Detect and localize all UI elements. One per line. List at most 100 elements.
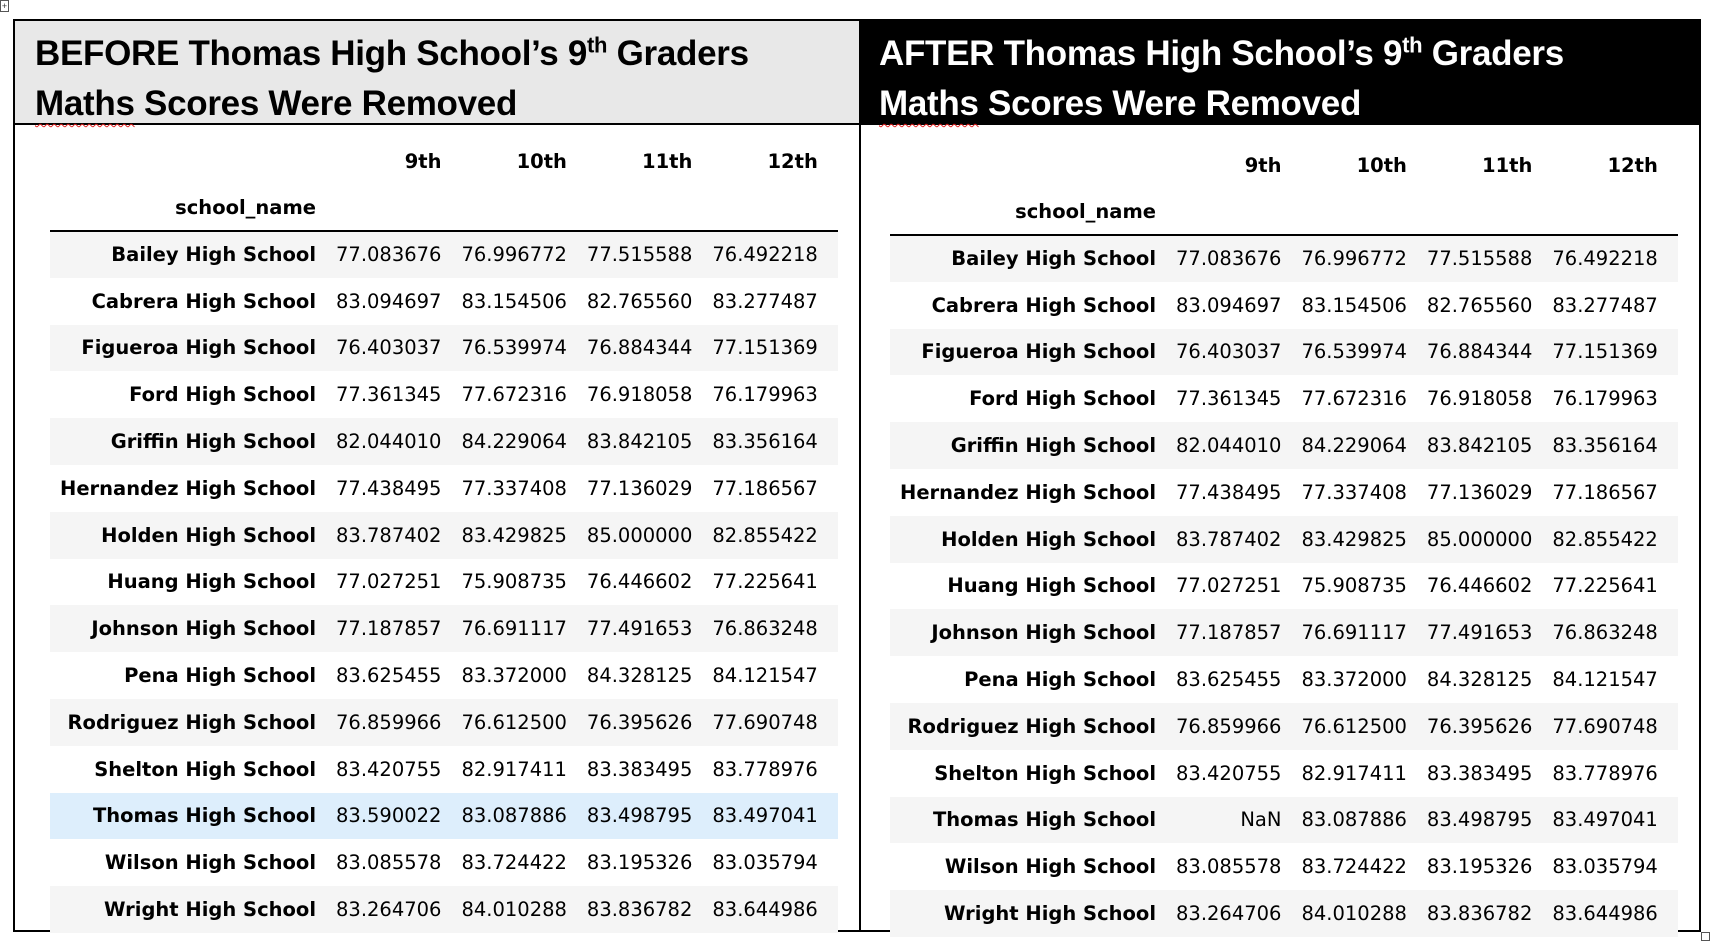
- score-cell-11th: 84.328125: [1426, 668, 1533, 692]
- score-cell-9th: 77.083676: [1176, 247, 1282, 271]
- column-header-12th: 12th: [1607, 153, 1658, 177]
- score-cell-10th: 83.087886: [461, 804, 567, 828]
- score-cell-11th: 76.395626: [586, 710, 693, 734]
- row-school-name: Wilson High School: [944, 855, 1157, 879]
- row-school-name: Wright High School: [944, 902, 1157, 926]
- table-row: Huang High School 77.027251 75.908735 76.44…: [890, 563, 1678, 610]
- score-cell-10th: 76.539974: [461, 336, 567, 360]
- score-cell-10th: 83.087886: [1301, 808, 1407, 832]
- table-row: Bailey High School 77.083676 76.996772 77.5…: [50, 231, 838, 278]
- score-cell-9th: 83.264706: [1176, 902, 1282, 926]
- table-row: Griffin High School 82.044010 84.229064 83.…: [50, 418, 838, 465]
- row-school-name: Hernandez High School: [900, 480, 1157, 504]
- after-panel: AFTER Thomas High School’s 9th Graders M…: [861, 21, 1699, 937]
- score-cell-9th: 77.187857: [1176, 621, 1282, 645]
- score-cell-9th: 83.085578: [336, 851, 442, 875]
- table-row: Griffin High School 82.044010 84.229064 83.…: [890, 422, 1678, 469]
- row-school-name: Pena High School: [124, 664, 317, 688]
- after-title-text-end: Graders: [1422, 34, 1564, 73]
- table-row: Figueroa High School 76.403037 76.539974 76…: [890, 328, 1678, 376]
- table-row: Johnson High School 77.187857 76.691117 77.…: [50, 605, 838, 653]
- score-cell-10th: 75.908735: [1301, 574, 1407, 598]
- score-cell-10th: 84.229064: [461, 430, 567, 454]
- column-header-9th: 9th: [404, 149, 442, 173]
- score-cell-12th: 83.778976: [712, 757, 818, 781]
- score-cell-10th: 76.612500: [461, 710, 567, 734]
- row-school-name: Huang High School: [947, 574, 1157, 598]
- move-handle-icon[interactable]: +: [0, 0, 9, 12]
- score-cell-11th: 77.515588: [1426, 247, 1533, 271]
- table-row: Pena High School 83.625455 83.372000 84.328…: [890, 656, 1678, 703]
- score-cell-11th: 83.195326: [1426, 855, 1533, 879]
- row-school-name: Hernandez High School: [60, 476, 317, 500]
- header-blank: [50, 138, 336, 184]
- score-cell-9th: 77.438495: [1176, 480, 1282, 504]
- table-row: Hernandez High School 77.438495 77.337408 7…: [50, 465, 838, 512]
- resize-handle-icon[interactable]: [1701, 932, 1710, 941]
- after-scores-table: 9th 10th 11th 12th school_name Bailey Hi…: [890, 142, 1678, 937]
- row-school-name: Griffin High School: [950, 434, 1157, 458]
- score-cell-10th: 77.672316: [1301, 387, 1407, 411]
- row-school-name: Shelton High School: [934, 761, 1157, 785]
- row-school-name: Figueroa High School: [81, 336, 317, 360]
- score-cell-12th: 77.151369: [1552, 340, 1658, 364]
- table-row: Shelton High School 83.420755 82.917411 83.…: [50, 746, 838, 793]
- table-row: Cabrera High School 83.094697 83.154506 82.…: [50, 278, 838, 325]
- score-cell-11th: 83.836782: [586, 898, 693, 922]
- score-cell-11th: 83.383495: [586, 757, 693, 781]
- table-row: Thomas High School 83.590022 83.087886 83.4…: [50, 792, 838, 840]
- score-cell-10th: 77.337408: [1301, 480, 1407, 504]
- score-cell-11th: 82.765560: [586, 289, 693, 313]
- table-row: Wilson High School 83.085578 83.724422 83.1…: [890, 843, 1678, 890]
- score-cell-10th: 83.154506: [461, 289, 567, 313]
- score-cell-10th: 76.691117: [1301, 621, 1407, 645]
- row-school-name: Ford High School: [969, 387, 1157, 411]
- index-name-header: school_name: [890, 188, 1177, 236]
- row-school-name: Thomas High School: [932, 808, 1157, 832]
- score-cell-9th: 77.187857: [336, 617, 442, 641]
- table-row: Johnson High School 77.187857 76.691117 77.…: [890, 609, 1678, 657]
- row-school-name: Shelton High School: [94, 757, 317, 781]
- before-scores-table: 9th 10th 11th 12th school_name Bailey Hi…: [50, 138, 838, 933]
- table-row: Figueroa High School 76.403037 76.539974 76…: [50, 324, 838, 372]
- row-school-name: Thomas High School: [92, 804, 317, 828]
- score-cell-11th: 85.000000: [1426, 527, 1533, 551]
- table-row: Thomas High School NaN 83.087886 83.498795 8…: [890, 796, 1678, 844]
- score-cell-9th: 83.590022: [336, 804, 442, 828]
- score-cell-9th: 77.083676: [336, 243, 442, 267]
- row-school-name: Figueroa High School: [921, 340, 1157, 364]
- score-cell-10th: 83.724422: [461, 851, 567, 875]
- score-cell-10th: 83.724422: [1301, 855, 1407, 879]
- score-cell-10th: 76.996772: [461, 243, 567, 267]
- score-cell-10th: 76.612500: [1301, 714, 1407, 738]
- row-school-name: Johnson High School: [931, 621, 1157, 645]
- score-cell-11th: 83.842105: [1426, 434, 1533, 458]
- before-title-text: BEFORE Thomas High School’s 9: [35, 34, 588, 73]
- score-cell-10th: 83.154506: [1301, 293, 1407, 317]
- score-cell-9th: 76.403037: [336, 336, 442, 360]
- score-cell-10th: 84.010288: [461, 898, 567, 922]
- table-row: Holden High School 83.787402 83.429825 85.0…: [50, 511, 838, 559]
- before-title-spellcheck-word[interactable]: Maths: [35, 84, 135, 123]
- table-row: Ford High School 77.361345 77.672316 76.918…: [890, 375, 1678, 422]
- score-cell-9th: 83.420755: [336, 757, 442, 781]
- before-panel: BEFORE Thomas High School’s 9th Graders …: [15, 21, 861, 933]
- score-cell-12th: 83.277487: [712, 289, 818, 313]
- row-school-name: Holden High School: [101, 523, 317, 547]
- header-blank: [890, 142, 1176, 188]
- after-title-spellcheck-word[interactable]: Maths: [879, 84, 979, 123]
- table-row: Cabrera High School 83.094697 83.154506 82.…: [890, 282, 1678, 329]
- table-row: Holden High School 83.787402 83.429825 85.0…: [890, 515, 1678, 563]
- score-cell-11th: 76.884344: [586, 336, 693, 360]
- before-title: BEFORE Thomas High School’s 9th Graders …: [15, 21, 859, 125]
- score-cell-10th: 83.429825: [1301, 527, 1407, 551]
- score-cell-9th: 83.787402: [336, 523, 442, 547]
- score-cell-10th: 82.917411: [1301, 761, 1407, 785]
- score-cell-11th: 82.765560: [1426, 293, 1533, 317]
- before-title-text-end: Graders: [607, 34, 749, 73]
- row-school-name: Bailey High School: [951, 247, 1157, 271]
- score-cell-10th: 75.908735: [461, 570, 567, 594]
- score-cell-12th: 76.492218: [1552, 247, 1658, 271]
- before-title-sup: th: [587, 32, 608, 58]
- score-cell-9th: 76.859966: [1176, 714, 1282, 738]
